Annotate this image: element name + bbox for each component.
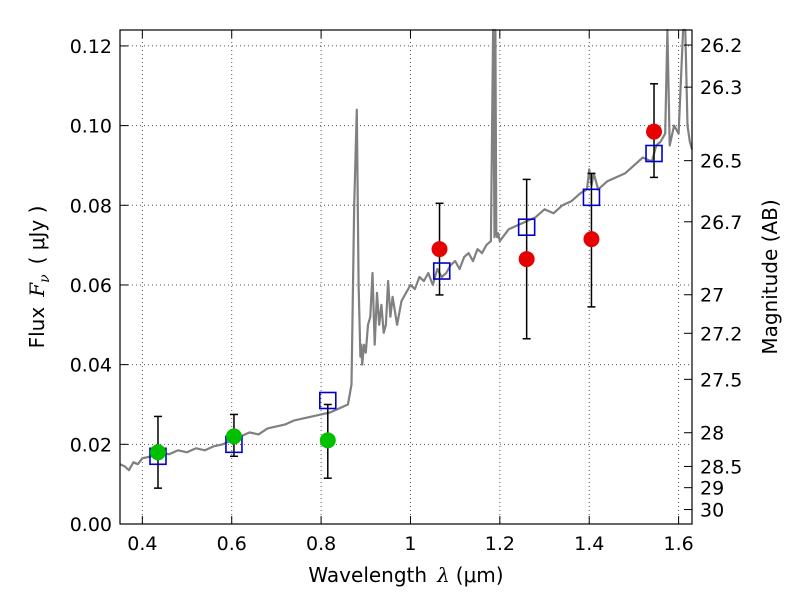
model-square-marker [432,262,451,280]
y2-tick-label: 26.5 [700,151,742,173]
x-tick-label: 1.4 [574,533,604,555]
model-square-marker [517,218,536,237]
y2-tick-label: 30 [700,500,724,522]
model-square-marker [645,144,663,163]
y2-tick-label: 26.7 [700,212,742,234]
y2-tick-label: 27.2 [700,323,742,345]
x-axis-title-symbol: λ [436,563,450,587]
observed-point-marker [225,428,242,445]
errorbar-layer [153,83,659,489]
y-axis-title-subscript: ν [37,274,53,283]
x-axis-ticks: 0.4 0.6 0.8 1 1.2 1.4 1.6 [127,30,694,555]
y-tick-label: 0.00 [70,514,112,536]
x-axis-title-unit: (μm) [456,563,504,587]
x-axis-title-text: Wavelength [308,563,427,587]
y-axis-title-text: Flux [25,307,49,349]
marker-layer [149,123,663,466]
y-axis-title-symbol: F [25,282,49,298]
x-tick-label: 1 [404,533,416,555]
y2-tick-label: 29 [700,478,724,500]
y-tick-label: 0.02 [70,434,112,456]
y-tick-label: 0.12 [70,36,112,58]
y-tick-label: 0.04 [70,355,112,377]
y2-tick-label: 26.3 [700,77,742,99]
spectrum-layer [119,28,694,472]
x-tick-label: 0.4 [127,533,157,555]
y-axis-title: Flux Fν ( μJy ) [25,206,53,349]
x-tick-label: 0.6 [217,533,247,555]
spectrum-line [119,28,694,472]
y2-tick-label: 27.5 [700,369,742,391]
y2-tick-label: 26.2 [700,35,742,57]
y2-tick-label: 27 [700,285,724,307]
x-tick-label: 1.6 [663,533,693,555]
x-tick-label: 0.8 [306,533,336,555]
x-axis-title: Wavelength λ (μm) [308,563,503,587]
y2-axis-title: Magnitude (AB) [758,199,782,354]
model-square-marker [582,188,601,207]
observed-point-marker [319,432,336,449]
observed-point-marker [646,123,663,140]
y2-tick-label: 28.5 [700,456,742,478]
y-tick-label: 0.10 [70,116,112,138]
observed-point-marker [583,231,600,248]
x-tick-label: 1.2 [485,533,515,555]
observed-point-marker [431,241,448,258]
y-tick-label: 0.06 [70,275,112,297]
model-square-marker [318,391,337,410]
plot-frame [119,29,693,525]
y-axis-title-unit: ( μJy ) [25,206,49,265]
y-tick-label: 0.08 [70,195,112,217]
y2-tick-label: 28 [700,423,724,445]
observed-point-marker [518,251,535,268]
observed-point-marker [149,444,166,461]
y-axis-ticks: 0.00 0.02 0.04 0.06 0.08 0.10 0.12 [70,36,128,536]
